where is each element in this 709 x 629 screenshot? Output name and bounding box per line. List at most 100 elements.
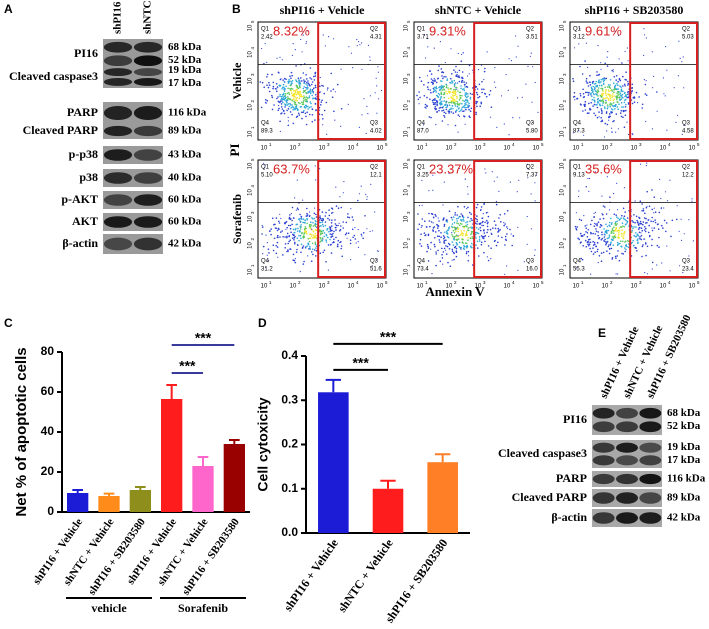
event-dot bbox=[328, 36, 330, 38]
event-dot bbox=[451, 250, 454, 252]
event-dot bbox=[453, 84, 456, 86]
event-dot bbox=[347, 213, 349, 215]
event-dot bbox=[440, 232, 442, 234]
tick-base: 10 bbox=[631, 146, 638, 152]
event-dot bbox=[626, 121, 628, 123]
event-dot bbox=[608, 209, 611, 211]
event-dot bbox=[456, 82, 459, 84]
event-dot bbox=[300, 94, 303, 96]
error-bar bbox=[103, 492, 115, 496]
event-dot bbox=[293, 232, 295, 234]
event-dot bbox=[320, 217, 322, 220]
event-dot bbox=[424, 220, 426, 222]
event-dot bbox=[294, 258, 296, 260]
event-dot bbox=[587, 94, 590, 96]
event-dot bbox=[605, 223, 607, 226]
event-dot bbox=[304, 112, 307, 115]
event-dot bbox=[315, 247, 317, 249]
event-dot bbox=[590, 232, 592, 235]
event-dot bbox=[313, 217, 316, 220]
event-dot bbox=[530, 193, 532, 195]
event-dot bbox=[287, 242, 290, 245]
event-dot bbox=[440, 68, 443, 70]
event-dot bbox=[504, 244, 506, 246]
event-dot bbox=[321, 211, 324, 213]
event-dot bbox=[447, 124, 449, 126]
event-dot bbox=[298, 82, 301, 84]
event-dot bbox=[624, 85, 626, 87]
event-dot bbox=[302, 199, 304, 201]
event-dot bbox=[587, 92, 590, 94]
event-dot bbox=[314, 165, 316, 167]
event-dot bbox=[437, 92, 440, 95]
event-dot bbox=[366, 196, 368, 198]
event-dot bbox=[587, 241, 589, 244]
quadrant-name: Q3 bbox=[370, 259, 379, 265]
bar bbox=[129, 490, 151, 512]
tick-base: 10 bbox=[404, 189, 410, 196]
event-dot bbox=[292, 234, 295, 236]
event-dot bbox=[316, 226, 318, 228]
event-dot bbox=[627, 84, 629, 86]
event-dot bbox=[434, 89, 437, 92]
event-dot bbox=[463, 115, 465, 117]
event-dot bbox=[264, 42, 266, 45]
event-dot bbox=[624, 218, 626, 221]
event-dot bbox=[596, 223, 599, 225]
event-dot bbox=[589, 84, 592, 86]
event-dot bbox=[277, 236, 279, 239]
event-dot bbox=[306, 218, 309, 221]
event-dot bbox=[580, 241, 582, 243]
event-dot bbox=[478, 83, 481, 86]
event-dot bbox=[279, 93, 281, 96]
event-dot bbox=[463, 225, 466, 228]
event-dot bbox=[426, 243, 429, 246]
event-dot bbox=[346, 237, 348, 239]
event-dot bbox=[455, 250, 458, 252]
tick-base: 10 bbox=[560, 104, 566, 111]
event-dot bbox=[288, 240, 290, 243]
tick-exponent: 1 bbox=[581, 142, 584, 147]
tick-exponent: 1 bbox=[425, 280, 428, 285]
event-dot bbox=[433, 226, 436, 228]
blot-row-label: p-p38 bbox=[69, 147, 98, 161]
event-dot bbox=[588, 112, 590, 114]
event-dot bbox=[335, 205, 338, 207]
event-dot bbox=[467, 193, 469, 195]
event-dot bbox=[651, 189, 653, 191]
event-dot bbox=[360, 233, 363, 236]
event-dot bbox=[596, 106, 599, 109]
event-dot bbox=[293, 239, 295, 241]
event-dot bbox=[327, 244, 330, 246]
tick-base: 10 bbox=[417, 146, 424, 152]
event-dot bbox=[314, 220, 317, 222]
quadrant-name: Q2 bbox=[526, 165, 535, 171]
event-dot bbox=[462, 52, 464, 54]
event-dot bbox=[369, 59, 371, 62]
event-dot bbox=[436, 103, 438, 105]
event-dot bbox=[611, 258, 613, 260]
event-dot bbox=[450, 96, 452, 98]
event-dot bbox=[622, 253, 625, 255]
event-dot bbox=[342, 221, 345, 223]
event-dot bbox=[304, 219, 307, 222]
event-dot bbox=[616, 255, 618, 257]
quadrant-value: 9.13 bbox=[573, 173, 585, 179]
event-dot bbox=[295, 209, 297, 211]
event-dot bbox=[503, 224, 505, 227]
event-dot bbox=[468, 255, 470, 257]
event-dot bbox=[441, 120, 444, 122]
blot-size-label: 43 kDa bbox=[168, 149, 202, 161]
event-dot bbox=[612, 93, 614, 95]
event-dot bbox=[493, 240, 496, 243]
blot-band bbox=[133, 216, 163, 228]
event-dot bbox=[434, 245, 436, 248]
event-dot bbox=[600, 120, 602, 123]
event-dot bbox=[466, 223, 469, 226]
event-dot bbox=[288, 78, 290, 81]
event-dot bbox=[440, 87, 443, 90]
event-dot bbox=[647, 231, 650, 234]
event-dot bbox=[286, 98, 289, 100]
event-dot bbox=[606, 65, 609, 67]
event-dot bbox=[309, 211, 311, 213]
